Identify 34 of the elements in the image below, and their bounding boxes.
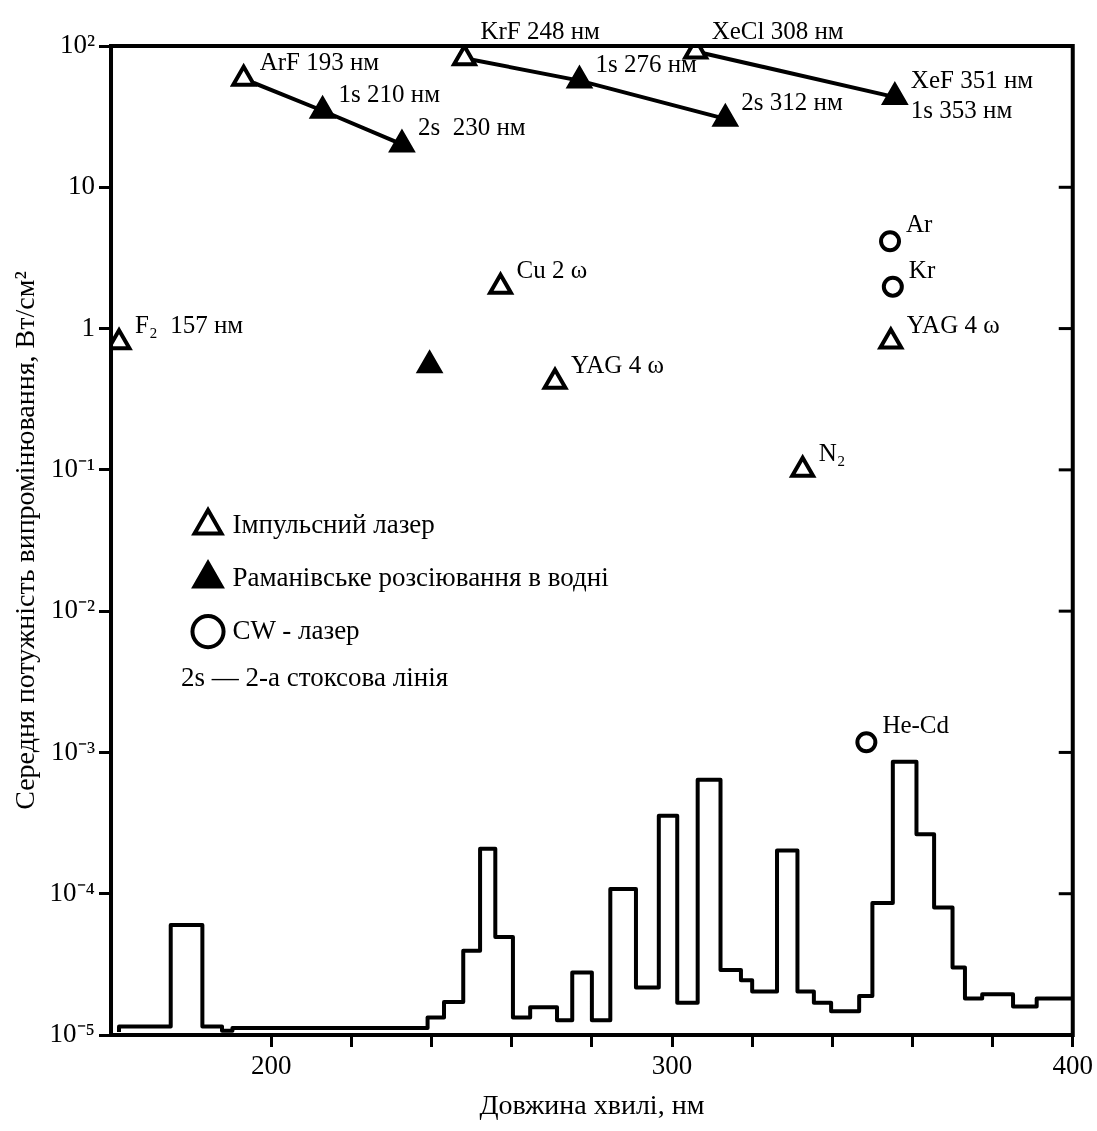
annotation: Cu 2 ω	[516, 255, 588, 283]
annotation: 2s 312 нм	[741, 87, 843, 115]
y-tick-label: 1	[81, 311, 96, 342]
legend-label: Імпульсний лазер	[232, 508, 435, 539]
annotation: 1s 353 нм	[910, 96, 1013, 124]
annotation: Kr	[908, 255, 936, 283]
annotation: XeF 351 нм	[910, 66, 1034, 94]
annotation: KrF 248 нм	[480, 17, 601, 44]
y-tick-label: 10⁻²	[50, 594, 96, 625]
annotation: YAG 4 ω	[571, 350, 664, 378]
legend-label: CW - лазер	[232, 614, 360, 645]
y-tick-label: 10⁻⁵	[49, 1018, 96, 1049]
annotation: YAG 4 ω	[906, 310, 1000, 338]
annotation: XeCl 308 нм	[711, 17, 844, 44]
y-tick-label: 10⁻³	[50, 735, 96, 766]
annotation: ArF 193 нм	[259, 47, 380, 75]
annotation: 2s — 2-а стоксова лінія	[181, 662, 449, 693]
annotation: N₂	[818, 438, 846, 466]
annotation: Ar	[906, 210, 934, 238]
y-tick-label: 10²	[59, 29, 96, 60]
legend-label: Раманівське розсіювання в водні	[232, 561, 609, 592]
y-tick-label: 10	[68, 170, 96, 201]
annotation: F₂ 157 нм	[135, 311, 244, 339]
x-axis-title: Довжина хвилі, нм	[479, 1088, 705, 1120]
y-axis-title: Середня потужність випромінювання, Вт/см²	[9, 271, 41, 810]
y-tick-label: 10⁻¹	[50, 452, 96, 483]
annotation: He-Cd	[882, 711, 950, 739]
y-tick-label: 10⁻⁴	[49, 876, 96, 907]
annotation: 1s 276 нм	[595, 49, 698, 77]
annotation: 2s 230 нм	[417, 113, 526, 141]
x-tick-label: 200	[251, 1050, 292, 1081]
x-tick-label: 400	[1052, 1050, 1093, 1081]
x-tick-label: 300	[651, 1050, 693, 1081]
annotation: 1s 210 нм	[338, 79, 441, 107]
